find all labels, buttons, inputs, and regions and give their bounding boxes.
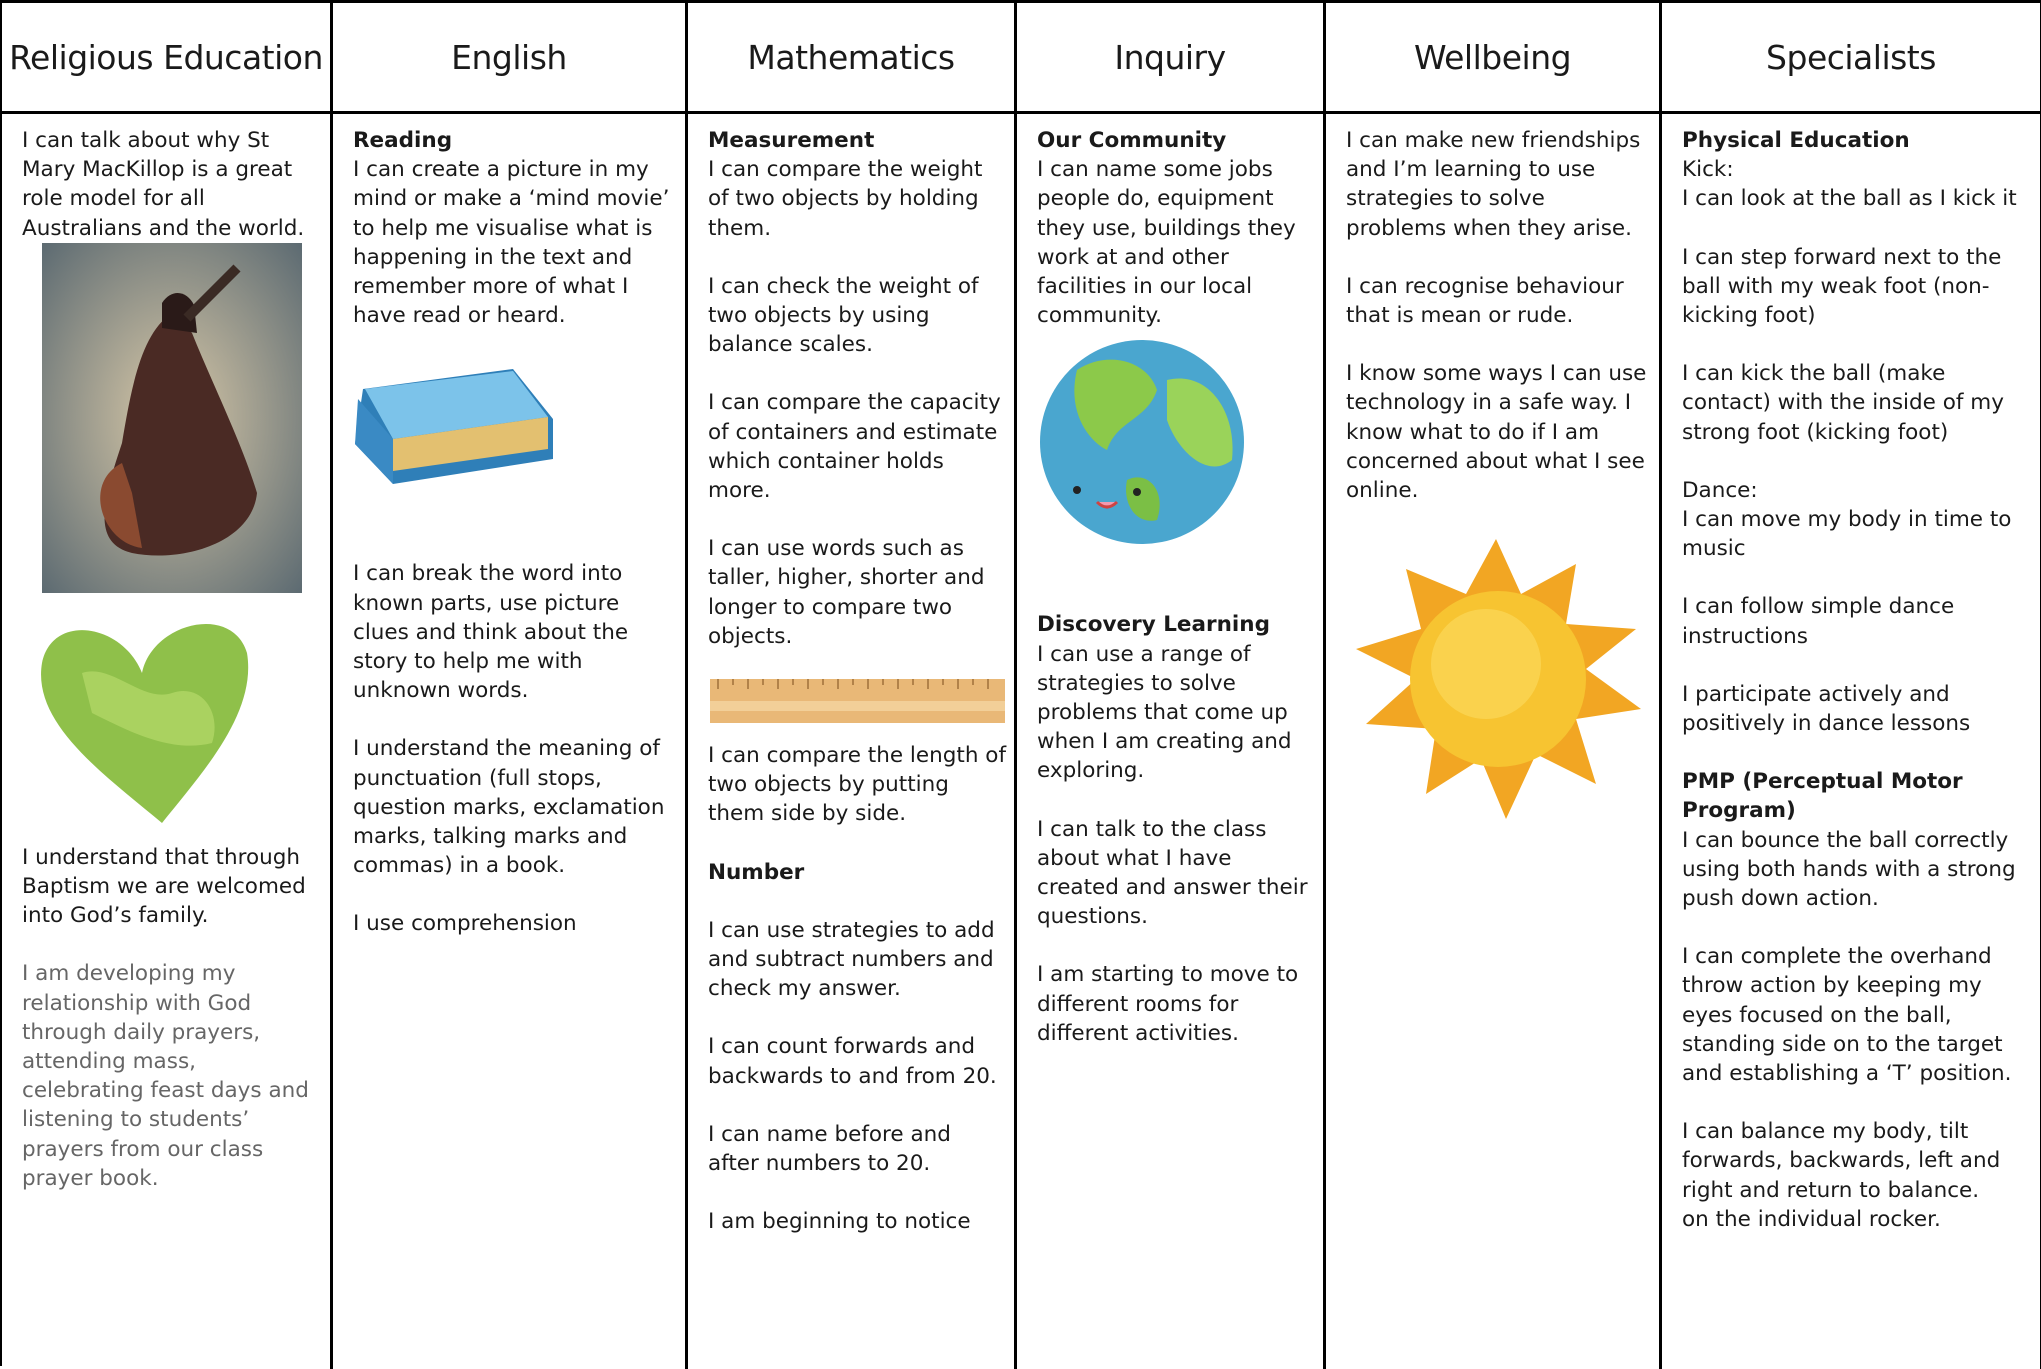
paragraph: I can look at the ball as I kick it xyxy=(1682,186,2017,212)
heading: Physical Education xyxy=(1682,128,1910,153)
heading: Our Community xyxy=(1037,128,1227,153)
paragraph: I can break the word into known parts, u… xyxy=(353,561,629,704)
paragraph: Dance: xyxy=(1682,477,1758,503)
paragraph: I can use words such as taller, higher, … xyxy=(708,536,985,649)
paragraph: I can use a range of strategies to solve… xyxy=(1037,641,1292,784)
paragraph: I can talk to the class about what I hav… xyxy=(1037,816,1308,930)
book-image xyxy=(355,369,553,485)
paragraph: I can talk about why St Mary MacKillop i… xyxy=(22,128,305,241)
paragraph: I can compare the length of two objects … xyxy=(708,743,1007,827)
paragraph: I am developing my relationship with God… xyxy=(22,961,309,1191)
globe-image xyxy=(1040,340,1244,545)
column: I can talk about why St Mary MacKillop i… xyxy=(2,114,333,1369)
column: Physical Education Kick: I can look at t… xyxy=(1662,114,2041,1369)
column-header: English xyxy=(333,3,688,114)
paragraph: I can follow simple dance instructions xyxy=(1682,594,1955,649)
heading: Discovery Learning xyxy=(1037,612,1270,638)
paragraph: I can move my body in time to music xyxy=(1682,507,2012,562)
column: Our Community I can name some jobs peopl… xyxy=(1017,114,1326,1369)
column-header: Inquiry xyxy=(1017,3,1326,114)
paragraph: I can name some jobs people do, equipmen… xyxy=(1037,157,1296,329)
heading: Number xyxy=(708,859,805,885)
paragraph: I can balance my body, tilt forwards, ba… xyxy=(1682,1119,2001,1203)
paragraph: I can name before and after numbers to 2… xyxy=(708,1121,951,1177)
ruler-image xyxy=(710,679,1005,724)
paragraph: on the individual rocker. xyxy=(1682,1206,1941,1232)
paragraph: I participate actively and positively in… xyxy=(1682,681,1971,737)
sun-image xyxy=(1356,539,1641,820)
paragraph: I can bounce the ball correctly using bo… xyxy=(1682,827,2016,912)
paragraph: I use comprehension xyxy=(353,911,577,937)
paragraph: I can step forward next to the ball with… xyxy=(1682,244,2002,329)
paragraph: I can make new friendships and I’m learn… xyxy=(1346,128,1641,241)
paragraph: Kick: xyxy=(1682,157,1734,183)
paragraph: I can create a picture in my mind or mak… xyxy=(353,157,670,329)
paragraph: I can compare the capacity of containers… xyxy=(708,390,1001,504)
heading: Reading xyxy=(353,128,453,153)
column-header: Mathematics xyxy=(688,3,1017,114)
column-header: Religious Education xyxy=(2,3,333,114)
paragraph: I understand that through Baptism we are… xyxy=(22,844,306,929)
mary-mackillop-painting xyxy=(42,242,302,593)
paragraph: I can kick the ball (make contact) with … xyxy=(1682,361,2004,445)
paragraph: I can count forwards and backwards to an… xyxy=(708,1034,997,1089)
column: Reading I can create a picture in my min… xyxy=(333,114,688,1369)
heading: Measurement xyxy=(708,128,875,153)
paragraph: I can compare the weight of two objects … xyxy=(708,157,983,241)
heading: PMP (Perceptual Motor Program) xyxy=(1682,769,1963,824)
heart-image xyxy=(41,623,249,823)
paragraph: I can recognise behaviour that is mean o… xyxy=(1346,273,1624,329)
column: Measurement I can compare the weight of … xyxy=(688,114,1017,1369)
paragraph: I can use strategies to add and subtract… xyxy=(708,917,995,1002)
paragraph: I am beginning to notice xyxy=(708,1209,971,1235)
column: I can make new friendships and I’m learn… xyxy=(1326,114,1662,1369)
paragraph: I can complete the overhand throw action… xyxy=(1682,944,2012,1087)
paragraph: I know some ways I can use technology in… xyxy=(1346,361,1647,504)
paragraph: I understand the meaning of punctuation … xyxy=(353,736,665,879)
column-header: Specialists xyxy=(1662,3,2041,114)
paragraph: I am starting to move to different rooms… xyxy=(1037,962,1299,1046)
paragraph: I can check the weight of two objects by… xyxy=(708,273,979,358)
column-header: Wellbeing xyxy=(1326,3,1662,114)
